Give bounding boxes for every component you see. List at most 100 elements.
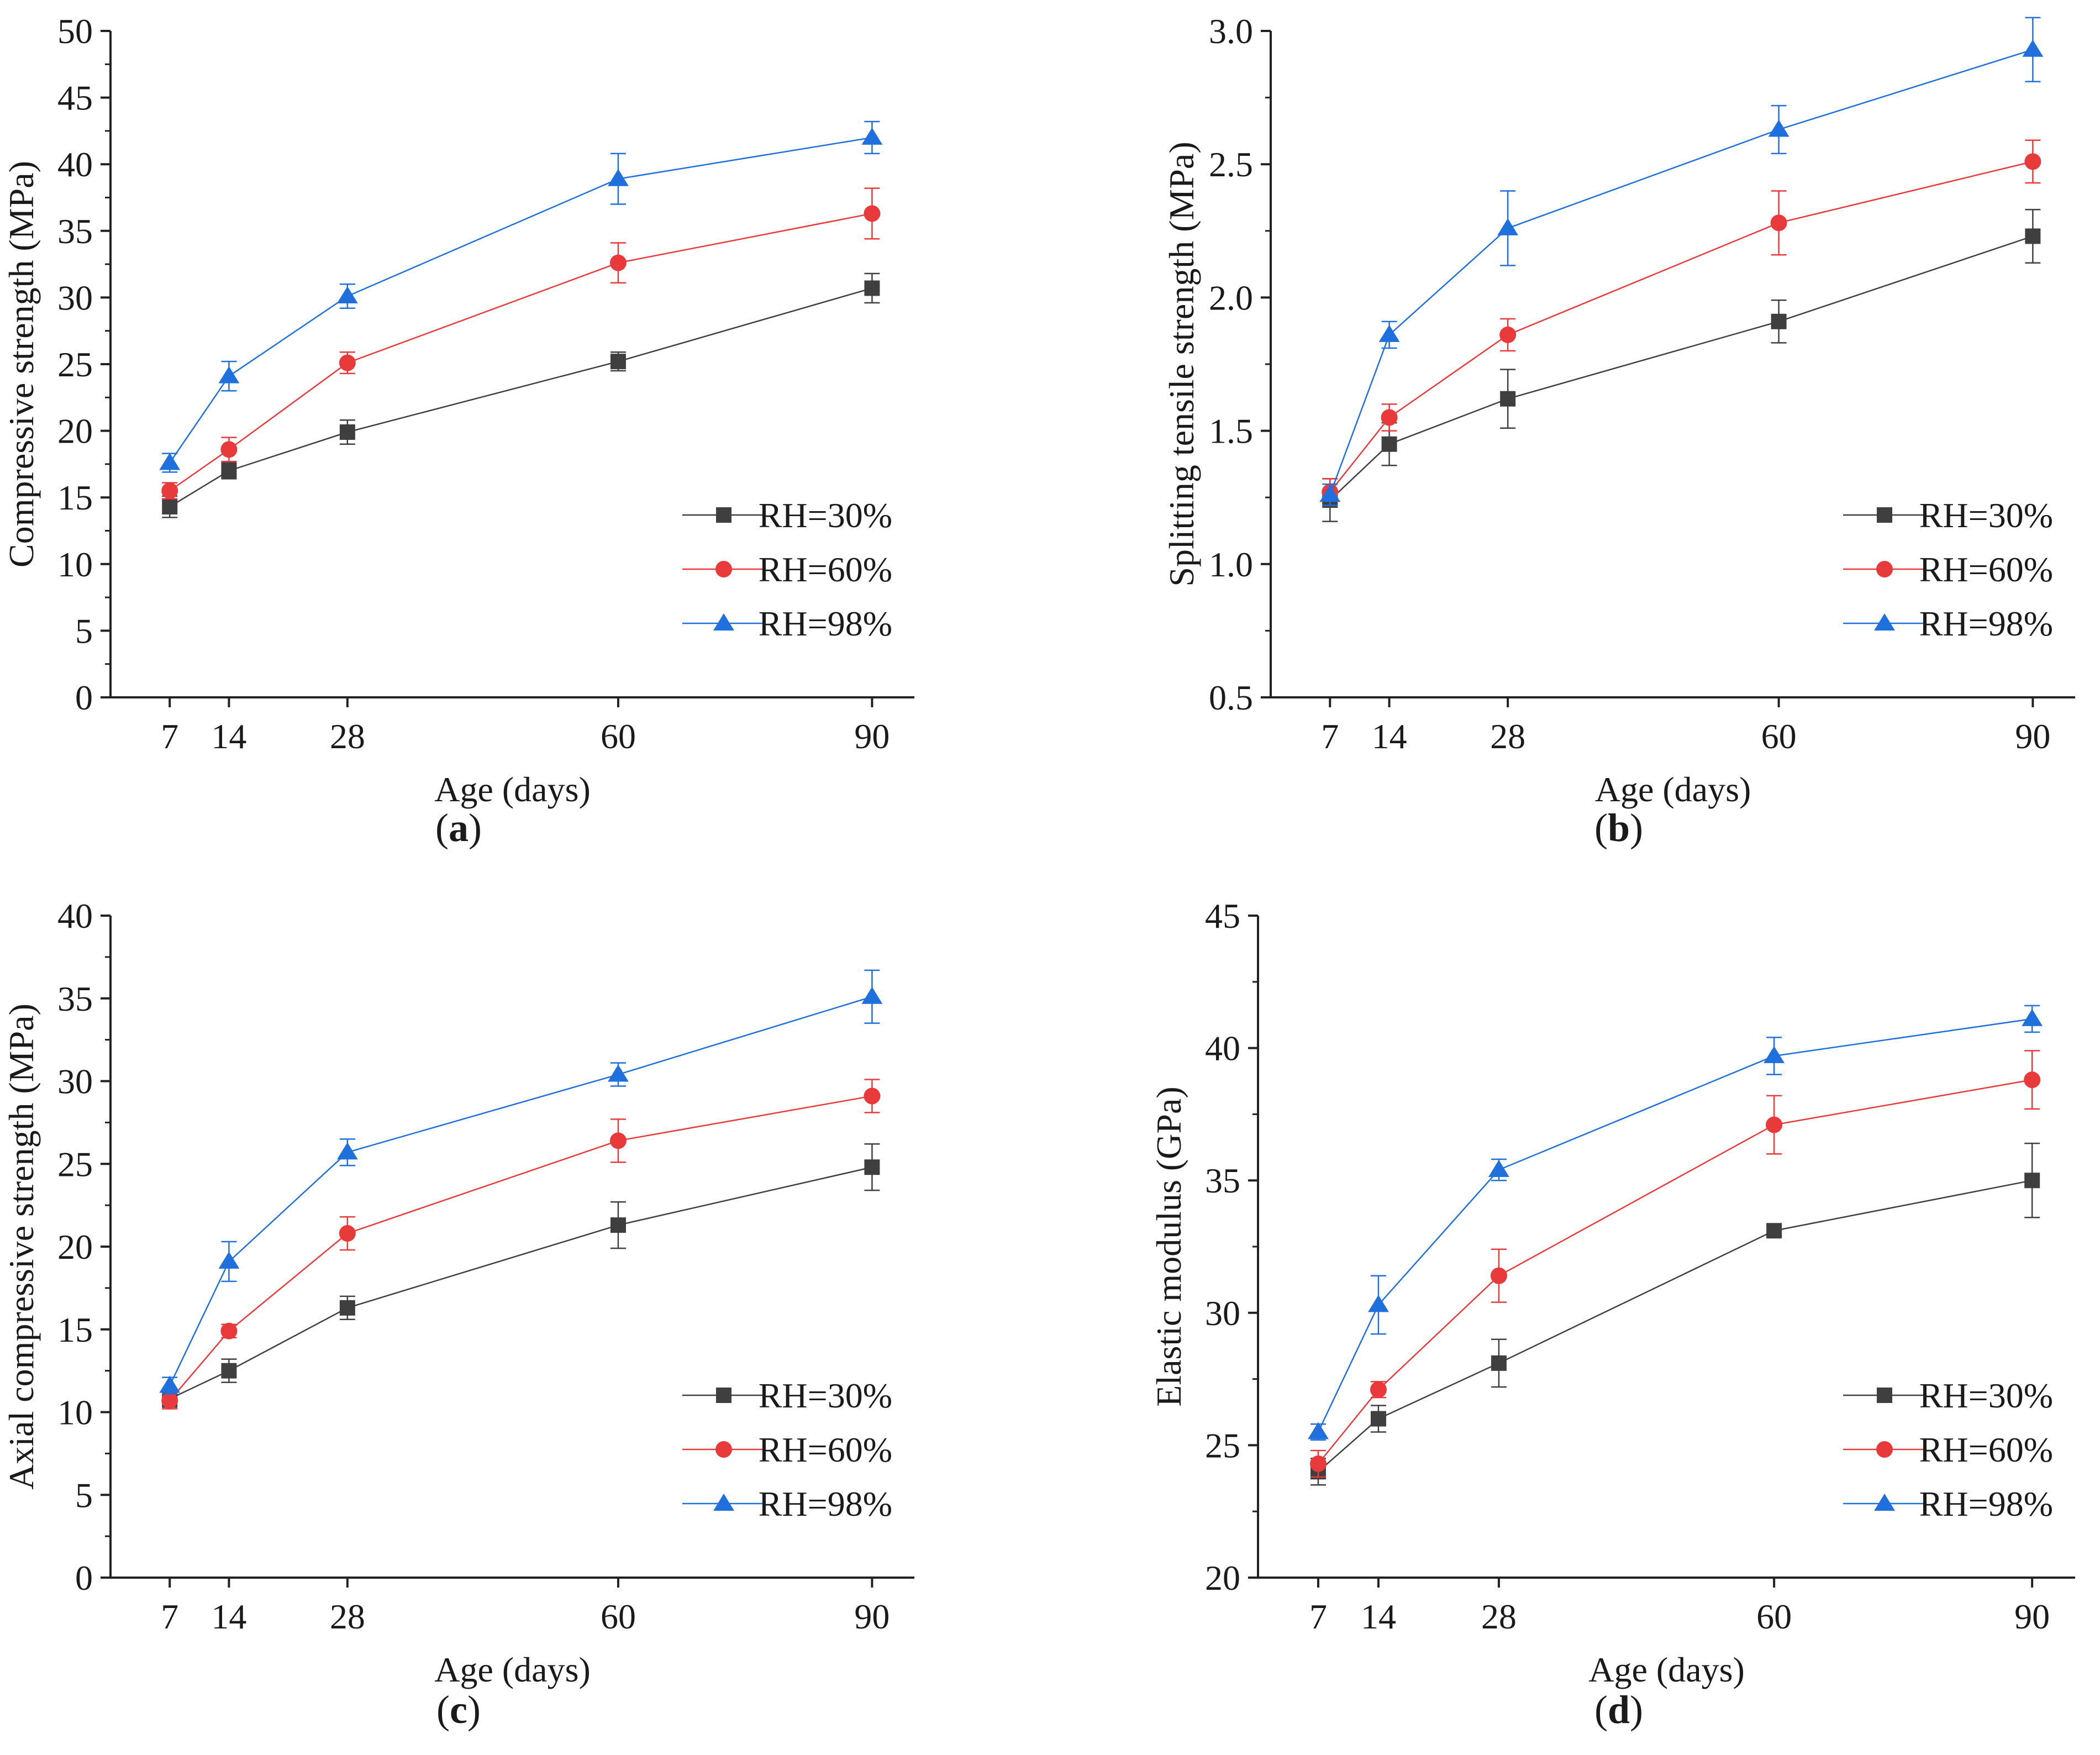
y-tick-label: 50 [57, 12, 93, 51]
series-line [169, 213, 872, 492]
y-tick-label: 35 [57, 979, 93, 1018]
data-point [336, 1142, 358, 1160]
data-point [1370, 1411, 1386, 1427]
data-point [1381, 409, 1398, 426]
legend-marker [1877, 1388, 1892, 1403]
legend-label: RH=98% [1919, 604, 2053, 643]
data-point [1381, 436, 1397, 452]
panel-caption: (c) [436, 1688, 481, 1732]
x-tick-label: 14 [211, 717, 246, 756]
y-tick-label: 45 [1205, 896, 1240, 936]
legend-label: RH=30% [1919, 496, 2053, 535]
data-point [610, 1217, 626, 1233]
series-line [1329, 235, 2033, 501]
legend: RH=30% RH=60% RH=98% [682, 496, 892, 643]
y-tick-label: 20 [57, 412, 93, 451]
data-point [159, 1375, 181, 1393]
x-tick-label: 7 [1309, 1597, 1327, 1636]
data-point [1488, 1160, 1509, 1177]
legend-label: RH=60% [1919, 550, 2053, 589]
y-tick-label: 45 [57, 78, 93, 118]
y-tick-label: 25 [57, 345, 93, 384]
series-RH=30% [162, 1143, 880, 1408]
data-point [610, 354, 626, 370]
legend-label: RH=60% [759, 550, 892, 589]
data-point [336, 286, 358, 303]
series-RH=60% [1322, 139, 2041, 506]
x-tick-label: 7 [161, 1597, 178, 1636]
data-point [2024, 1071, 2041, 1089]
data-point [1766, 1116, 1783, 1133]
series-RH=30% [1310, 1142, 2040, 1486]
data-point [1764, 1045, 1785, 1063]
legend: RH=30% RH=60% RH=98% [682, 1376, 892, 1523]
data-point [1308, 1422, 1329, 1439]
x-tick-label: 60 [1756, 1597, 1792, 1636]
data-point [339, 1300, 355, 1316]
x-axis-label: Age (days) [1588, 1650, 1745, 1689]
legend-marker [1876, 1441, 1893, 1458]
data-point [1368, 1295, 1389, 1312]
y-tick-label: 15 [57, 478, 93, 517]
data-point [1309, 1455, 1327, 1472]
series-RH=60% [161, 187, 881, 500]
legend-label: RH=98% [759, 604, 892, 643]
legend-marker [1874, 1494, 1895, 1511]
legend-marker [713, 1494, 734, 1511]
series-line [169, 1095, 872, 1401]
y-tick-label: 35 [57, 212, 93, 251]
legend-marker [713, 613, 734, 630]
x-tick-label: 90 [2015, 717, 2050, 756]
y-tick-label: 35 [1205, 1161, 1240, 1200]
series-RH=98% [1308, 1005, 2043, 1441]
data-point [218, 1251, 240, 1269]
panel-caption: (d) [1594, 1688, 1643, 1732]
y-tick-label: 1.0 [1209, 545, 1253, 584]
data-point [1499, 326, 1517, 343]
panel-caption-letter: b [1608, 806, 1630, 850]
panel-caption-letter: c [450, 1688, 467, 1732]
data-point [161, 1392, 178, 1409]
data-point [1378, 324, 1400, 342]
data-point [861, 986, 883, 1004]
y-tick-label: 0 [75, 678, 93, 717]
x-axis-label: Age (days) [434, 1650, 591, 1689]
data-point [1491, 1355, 1507, 1371]
x-tick-label: 28 [1481, 1597, 1517, 1636]
x-tick-label: 60 [1761, 717, 1797, 756]
legend-label: RH=60% [759, 1430, 892, 1469]
x-tick-label: 14 [211, 1597, 246, 1636]
data-point [2024, 153, 2041, 170]
data-point [162, 499, 178, 515]
data-point [861, 127, 883, 145]
x-axis-label: Age (days) [434, 770, 591, 809]
data-point [609, 254, 627, 271]
series-RH=30% [162, 272, 880, 518]
data-point [339, 1225, 356, 1242]
y-tick-label: 40 [57, 896, 93, 936]
y-tick-label: 30 [57, 1062, 93, 1101]
y-axis-label: Axial compressive strength (MPa) [2, 1003, 41, 1490]
series-RH=30% [1322, 208, 2041, 522]
data-point [864, 280, 880, 296]
y-tick-label: 0 [75, 1558, 93, 1598]
data-point [1770, 214, 1787, 232]
data-point [220, 1322, 238, 1339]
x-tick-label: 28 [330, 717, 365, 756]
panel-caption: (b) [1594, 806, 1643, 850]
y-tick-label: 5 [75, 611, 93, 650]
y-axis-label: Splitting tensile strength (MPa) [1162, 141, 1201, 586]
data-point [1768, 119, 1790, 137]
x-tick-label: 90 [2014, 1597, 2050, 1636]
x-tick-label: 60 [601, 717, 636, 756]
data-point [159, 453, 181, 470]
y-tick-label: 10 [57, 545, 93, 584]
series-line [1329, 161, 2033, 493]
data-point [1771, 313, 1787, 329]
data-point [221, 463, 237, 479]
panel-caption-letter: d [1608, 1688, 1630, 1732]
legend-marker [715, 561, 732, 577]
legend-label: RH=98% [759, 1484, 892, 1523]
legend-label: RH=30% [759, 1376, 892, 1415]
